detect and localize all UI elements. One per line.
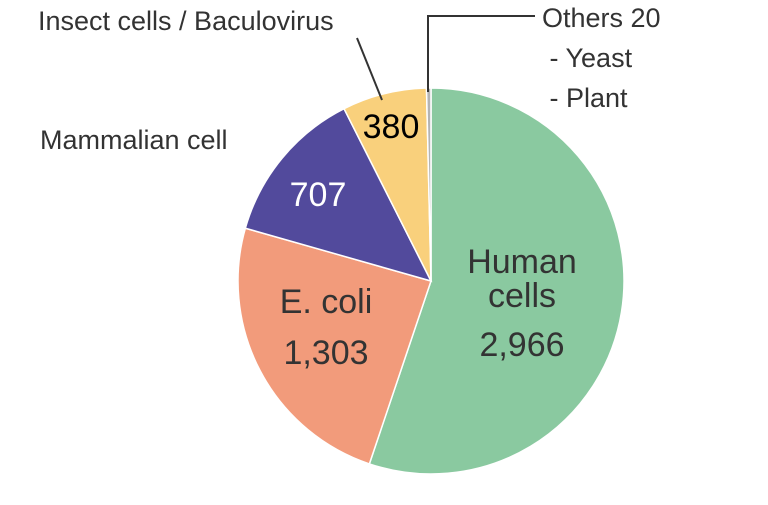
others-leader-line xyxy=(427,15,535,92)
label-human-2: cells xyxy=(488,277,556,315)
pie-slice-mammalian-cell xyxy=(244,107,433,283)
value-insect: 380 xyxy=(363,108,420,146)
label-human: Human xyxy=(467,243,577,281)
insect-leader-line xyxy=(356,37,383,101)
label-others-plant: - Plant xyxy=(542,83,628,113)
value-mammalian: 707 xyxy=(290,176,347,214)
label-ecoli: E. coli xyxy=(280,283,373,321)
label-insect: Insect cells / Baculovirus xyxy=(38,6,334,36)
label-others-yeast: - Yeast xyxy=(542,43,633,73)
pie-slice-e-coli xyxy=(237,227,432,465)
pie-slice-human-cells xyxy=(368,87,625,475)
label-others: Others 20 xyxy=(542,3,661,33)
label-mammalian: Mammalian cell xyxy=(40,125,228,155)
value-ecoli: 1,303 xyxy=(283,334,368,372)
value-human: 2,966 xyxy=(479,326,564,364)
